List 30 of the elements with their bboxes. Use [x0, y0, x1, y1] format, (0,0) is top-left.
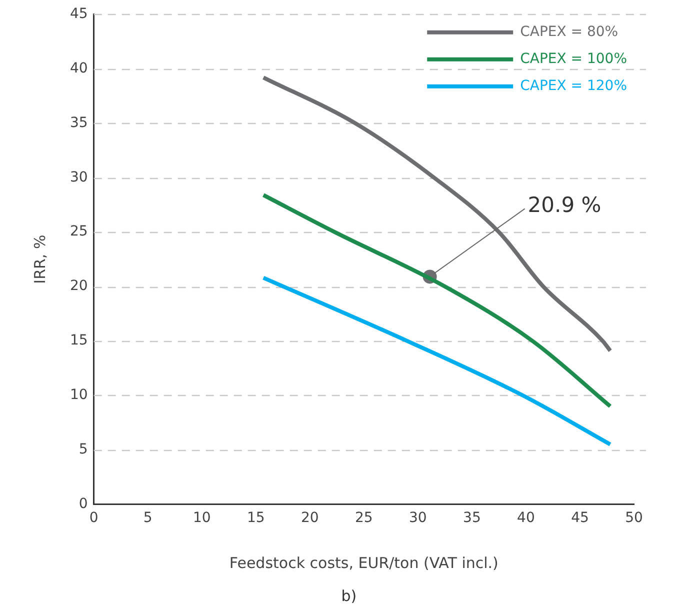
- text: CAPEX = 100%: [520, 51, 628, 68]
- x-tick-label: 30: [409, 510, 427, 526]
- x-tick-label: 20: [300, 510, 319, 526]
- x-tick-label: 0: [89, 510, 98, 526]
- annotation: 20.9 %: [528, 193, 602, 218]
- x-tick-label: 25: [354, 510, 373, 526]
- y-tick-label: 5: [78, 441, 88, 458]
- y-tick-label: 15: [70, 332, 88, 349]
- text: CAPEX = 80%: [520, 24, 618, 40]
- line-series: [261, 276, 612, 446]
- y-tick-label: 40: [70, 60, 88, 76]
- x-tick-label: 45: [571, 510, 589, 526]
- y-tick-label: 10: [70, 386, 88, 403]
- text: b): [341, 586, 357, 605]
- x-axis-title: Feedstock costs, EUR/ton (VAT incl.): [229, 554, 498, 572]
- y-tick-label: 20: [70, 278, 88, 294]
- y-tick-label: 35: [70, 114, 88, 131]
- x-tick-label: 15: [246, 510, 265, 526]
- x-tick-label: 50: [625, 510, 643, 526]
- text: CAPEX = 120%: [520, 78, 628, 94]
- y-tick-label: 25: [70, 224, 88, 240]
- y-axis-title: IRR, %: [30, 234, 49, 284]
- y-tick-label: 0: [78, 496, 88, 512]
- x-tick-label: 10: [192, 510, 211, 526]
- y-tick-label: 45: [70, 6, 88, 22]
- x-tick-label: 40: [517, 510, 535, 526]
- x-tick-label: 35: [463, 510, 481, 526]
- x-tick-label: 5: [143, 510, 152, 526]
- y-tick-label: 30: [70, 169, 88, 186]
- line-series: [261, 193, 612, 408]
